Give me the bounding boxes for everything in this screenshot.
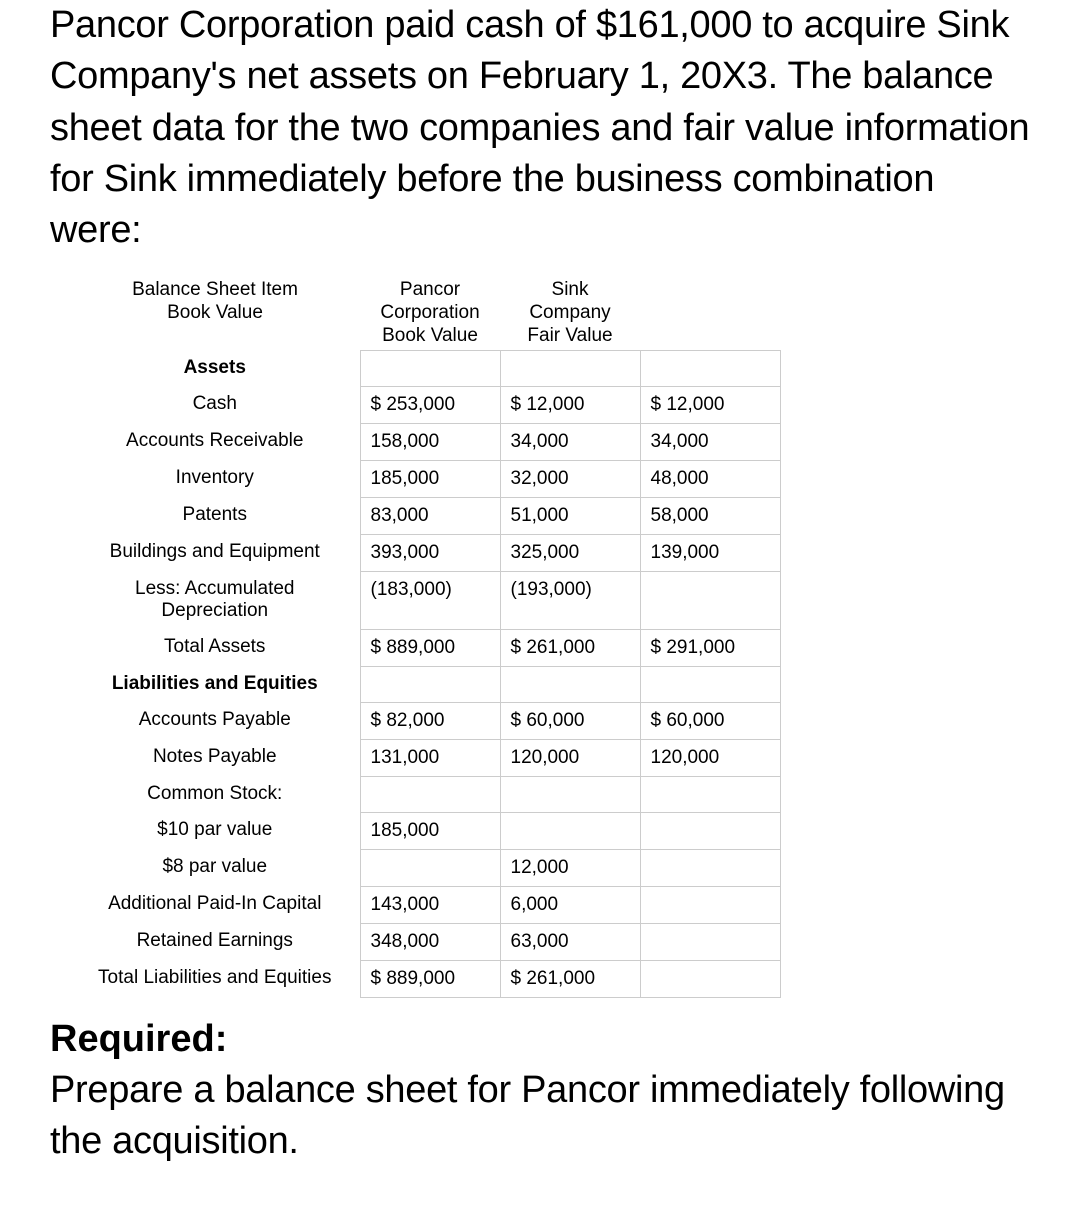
cell-re-pancor: 348,000 xyxy=(360,923,500,960)
cell-par8-sink: 12,000 xyxy=(500,849,640,886)
row-label-cash: Cash xyxy=(70,386,360,423)
row-label-ap: Accounts Payable xyxy=(70,702,360,739)
problem-intro: Pancor Corporation paid cash of $161,000… xyxy=(50,0,1030,256)
cell-inventory-sink: 32,000 xyxy=(500,460,640,497)
cell-cash-pancor: $ 253,000 xyxy=(360,386,500,423)
cell-np-pancor: 131,000 xyxy=(360,739,500,776)
row-label-ar: Accounts Receivable xyxy=(70,423,360,460)
row-label-par10: $10 par value xyxy=(70,812,360,849)
cell-totalassets-sink: $ 261,000 xyxy=(500,629,640,666)
cell-buildings-fair: 139,000 xyxy=(640,534,780,571)
cell-patents-sink: 51,000 xyxy=(500,497,640,534)
cell-ap-sink: $ 60,000 xyxy=(500,702,640,739)
cell-np-fair: 120,000 xyxy=(640,739,780,776)
cell-accdep-pancor: (183,000) xyxy=(360,571,500,629)
cell-cash-fair: $ 12,000 xyxy=(640,386,780,423)
cell-par10-pancor: 185,000 xyxy=(360,812,500,849)
required-text: Prepare a balance sheet for Pancor immed… xyxy=(50,1065,1030,1168)
cell-inventory-fair: 48,000 xyxy=(640,460,780,497)
cell-par10-fair xyxy=(640,812,780,849)
cell-accdep-sink: (193,000) xyxy=(500,571,640,629)
cell-buildings-sink: 325,000 xyxy=(500,534,640,571)
cell-ap-pancor: $ 82,000 xyxy=(360,702,500,739)
cell-ap-fair: $ 60,000 xyxy=(640,702,780,739)
required-heading: Required: xyxy=(50,1018,1030,1061)
header-fair-value-blank xyxy=(640,272,780,350)
cell-totalliab-sink: $ 261,000 xyxy=(500,960,640,997)
liabilities-section-row: Liabilities and Equities xyxy=(70,666,780,702)
table-row: Retained Earnings 348,000 63,000 xyxy=(70,923,780,960)
cell-ar-sink: 34,000 xyxy=(500,423,640,460)
table-row: Accounts Payable $ 82,000 $ 60,000 $ 60,… xyxy=(70,702,780,739)
cell-ar-pancor: 158,000 xyxy=(360,423,500,460)
cell-apic-pancor: 143,000 xyxy=(360,886,500,923)
cell-re-fair xyxy=(640,923,780,960)
row-label-par8: $8 par value xyxy=(70,849,360,886)
balance-sheet-table-container: Balance Sheet Item Book Value Pancor Cor… xyxy=(70,272,1030,997)
row-label-commonstock: Common Stock: xyxy=(70,776,360,812)
row-label-re: Retained Earnings xyxy=(70,923,360,960)
table-row: Buildings and Equipment 393,000 325,000 … xyxy=(70,534,780,571)
table-row: Accounts Receivable 158,000 34,000 34,00… xyxy=(70,423,780,460)
cell-totalliab-pancor: $ 889,000 xyxy=(360,960,500,997)
row-label-np: Notes Payable xyxy=(70,739,360,776)
row-label-totalassets: Total Assets xyxy=(70,629,360,666)
table-row: Patents 83,000 51,000 58,000 xyxy=(70,497,780,534)
row-label-accdep: Less: Accumulated Depreciation xyxy=(70,571,360,629)
assets-header: Assets xyxy=(70,350,360,386)
cell-accdep-fair xyxy=(640,571,780,629)
header-sink-company: Sink Company Fair Value xyxy=(500,272,640,350)
table-row: $10 par value 185,000 xyxy=(70,812,780,849)
table-row: Common Stock: xyxy=(70,776,780,812)
table-row: Additional Paid-In Capital 143,000 6,000 xyxy=(70,886,780,923)
row-label-patents: Patents xyxy=(70,497,360,534)
row-label-apic: Additional Paid-In Capital xyxy=(70,886,360,923)
cell-re-sink: 63,000 xyxy=(500,923,640,960)
row-label-buildings: Buildings and Equipment xyxy=(70,534,360,571)
cell-inventory-pancor: 185,000 xyxy=(360,460,500,497)
header-pancor-corporation: Pancor Corporation Book Value xyxy=(360,272,500,350)
table-row: $8 par value 12,000 xyxy=(70,849,780,886)
cell-totalassets-pancor: $ 889,000 xyxy=(360,629,500,666)
row-label-inventory: Inventory xyxy=(70,460,360,497)
cell-par8-pancor xyxy=(360,849,500,886)
row-label-totalliab: Total Liabilities and Equities xyxy=(70,960,360,997)
cell-buildings-pancor: 393,000 xyxy=(360,534,500,571)
table-row: Inventory 185,000 32,000 48,000 xyxy=(70,460,780,497)
cell-totalliab-fair xyxy=(640,960,780,997)
cell-par8-fair xyxy=(640,849,780,886)
table-row: Total Liabilities and Equities $ 889,000… xyxy=(70,960,780,997)
cell-apic-sink: 6,000 xyxy=(500,886,640,923)
header-balance-sheet-item: Balance Sheet Item Book Value xyxy=(70,272,360,350)
cell-par10-sink xyxy=(500,812,640,849)
assets-section-row: Assets xyxy=(70,350,780,386)
cell-apic-fair xyxy=(640,886,780,923)
cell-ar-fair: 34,000 xyxy=(640,423,780,460)
cell-patents-pancor: 83,000 xyxy=(360,497,500,534)
table-row: Total Assets $ 889,000 $ 261,000 $ 291,0… xyxy=(70,629,780,666)
cell-cash-sink: $ 12,000 xyxy=(500,386,640,423)
cell-np-sink: 120,000 xyxy=(500,739,640,776)
cell-totalassets-fair: $ 291,000 xyxy=(640,629,780,666)
liabilities-header: Liabilities and Equities xyxy=(70,666,360,702)
table-row: Cash $ 253,000 $ 12,000 $ 12,000 xyxy=(70,386,780,423)
cell-patents-fair: 58,000 xyxy=(640,497,780,534)
table-header-row: Balance Sheet Item Book Value Pancor Cor… xyxy=(70,272,780,350)
table-row: Less: Accumulated Depreciation (183,000)… xyxy=(70,571,780,629)
balance-sheet-table: Balance Sheet Item Book Value Pancor Cor… xyxy=(70,272,781,997)
table-row: Notes Payable 131,000 120,000 120,000 xyxy=(70,739,780,776)
